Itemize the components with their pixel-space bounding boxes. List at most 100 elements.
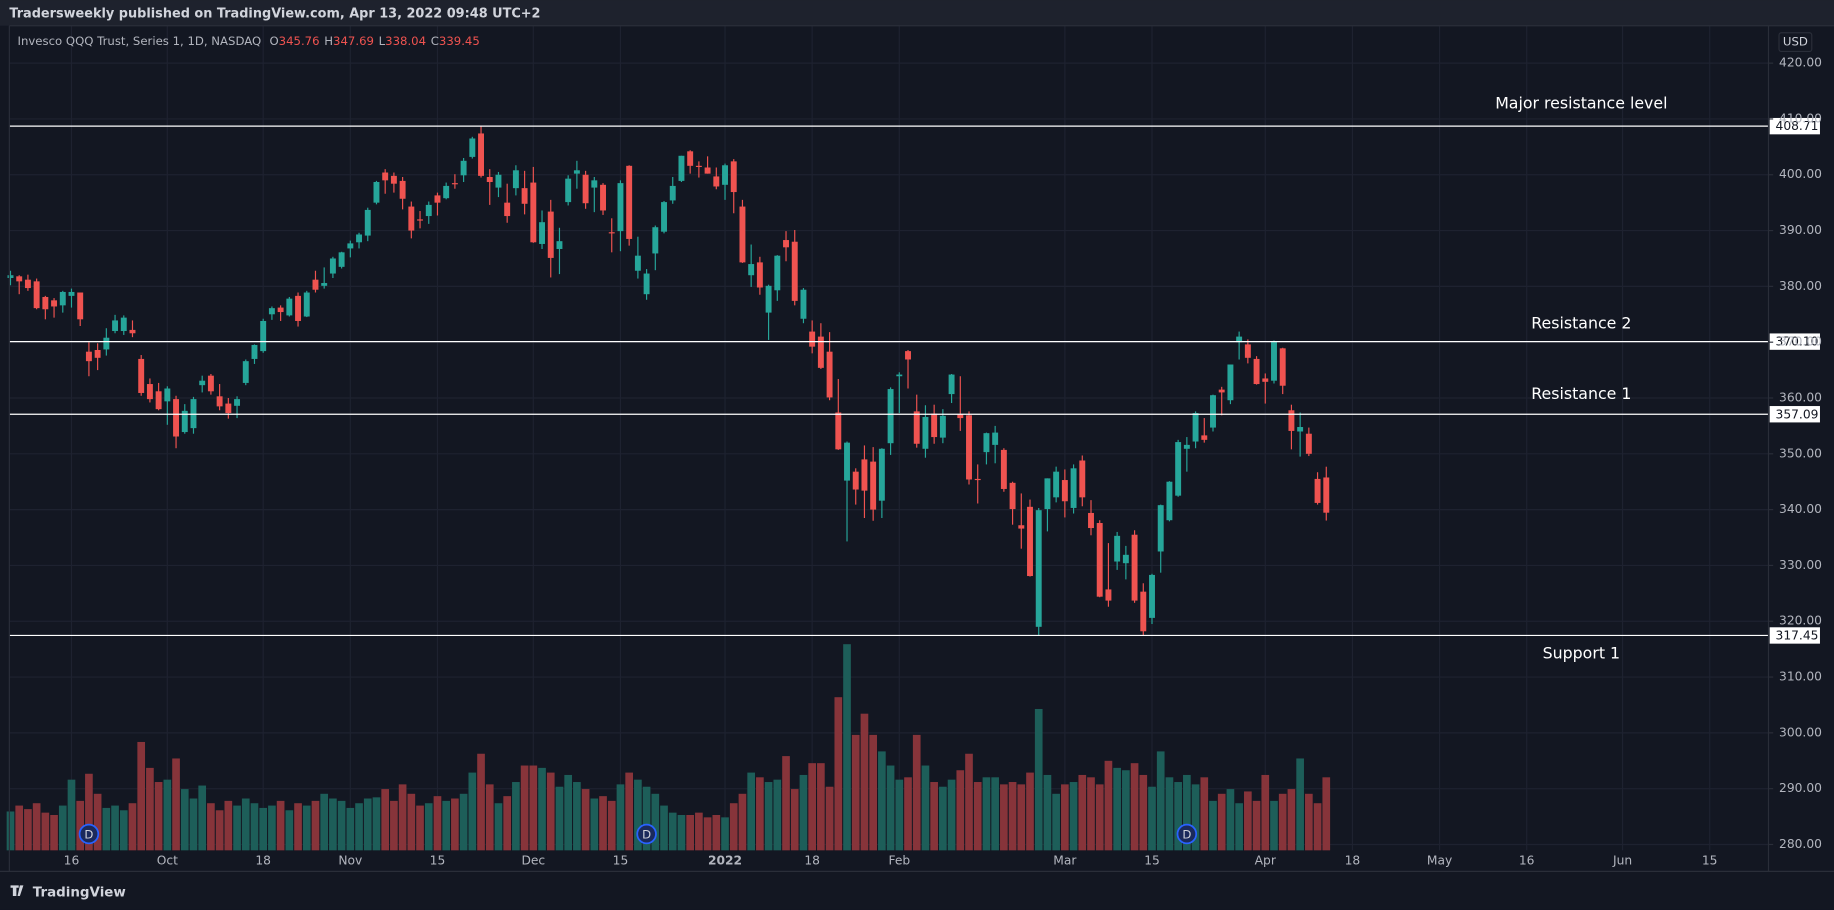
- volume-bar: [1122, 770, 1130, 851]
- candle-body: [443, 185, 450, 199]
- x-tick-label: 15: [613, 853, 629, 867]
- candle-body: [312, 279, 319, 290]
- candle-body: [878, 448, 885, 501]
- candle-body: [77, 292, 84, 320]
- candle-body: [373, 182, 380, 203]
- volume-bar: [738, 793, 747, 851]
- ohlc-key: O: [269, 33, 278, 47]
- candle-body: [478, 133, 484, 176]
- volume-bar: [782, 756, 790, 851]
- candle-body: [765, 285, 772, 313]
- volume-bar: [1095, 784, 1104, 851]
- volume-bar: [259, 807, 268, 851]
- candle-body: [939, 415, 946, 438]
- level-price-box: [1769, 117, 1820, 135]
- candle-body: [1210, 395, 1216, 428]
- candle-body: [469, 138, 476, 157]
- candle-body: [408, 206, 415, 231]
- volume-bar: [1087, 777, 1095, 851]
- volume-bar: [102, 807, 111, 851]
- volume-bar: [764, 782, 773, 851]
- candle-body: [626, 165, 633, 239]
- candle-body: [417, 219, 424, 221]
- candle-body: [1175, 442, 1182, 496]
- legend: Invesco QQQ Trust, Series 1, 1D, NASDAQ O…: [18, 33, 480, 47]
- volume-bar: [1322, 777, 1331, 851]
- candle-body: [146, 384, 153, 400]
- volume-bar: [329, 798, 337, 851]
- volume-bar: [503, 796, 512, 851]
- candle-body: [1053, 471, 1060, 498]
- candle-body: [913, 411, 920, 444]
- candle-body: [992, 432, 999, 445]
- y-tick-label: 400.00: [1779, 167, 1822, 181]
- y-tick-label: 310.00: [1779, 670, 1822, 684]
- volume-bar: [32, 803, 41, 851]
- volume-bar: [668, 812, 677, 851]
- volume-bar: [477, 753, 485, 851]
- volume-bar: [1305, 793, 1313, 851]
- volume-bar: [555, 786, 564, 851]
- volume-bar: [616, 784, 625, 851]
- volume-bar: [442, 800, 451, 851]
- volume-bar: [241, 798, 250, 851]
- y-tick-label: 280.00: [1779, 837, 1822, 851]
- volume-bar: [119, 810, 128, 851]
- level-price: 370.10: [1776, 335, 1819, 349]
- volume-bar: [1061, 784, 1069, 851]
- candle-body: [286, 298, 293, 316]
- volume-bar: [825, 786, 834, 851]
- volume-bar: [1026, 772, 1034, 851]
- volume-bar: [1165, 777, 1174, 851]
- volume-bar: [721, 817, 729, 851]
- volume-bar: [851, 734, 860, 851]
- volume-bar: [1148, 786, 1156, 851]
- volume-bar: [677, 814, 686, 851]
- candle-body: [329, 258, 336, 274]
- candle-body: [852, 471, 859, 490]
- currency: USD: [1783, 35, 1808, 49]
- volume-bar: [712, 814, 721, 851]
- dividend-marker: [1176, 823, 1198, 845]
- candle-body: [800, 289, 807, 319]
- candle-body: [1149, 574, 1155, 618]
- volume-bar: [808, 763, 816, 851]
- candle-body: [774, 255, 781, 291]
- x-tick-label: 16: [1519, 853, 1535, 867]
- candle-body: [687, 151, 694, 166]
- volume-bar: [285, 810, 294, 851]
- volume-bar: [398, 784, 407, 851]
- candle-body: [85, 351, 92, 362]
- candle-body: [7, 275, 14, 279]
- volume-bar: [250, 803, 259, 851]
- level-price-box: [1769, 627, 1820, 644]
- volume-bar: [843, 644, 851, 851]
- published-note: Tradersweekly published on TradingView.c…: [9, 7, 540, 22]
- volume-bar: [320, 793, 329, 851]
- volume-bar: [817, 763, 825, 851]
- candle-body: [242, 361, 249, 383]
- volume-bar: [15, 805, 24, 851]
- volume-bar: [93, 793, 102, 851]
- volume-bar: [468, 772, 477, 851]
- volume-bar: [416, 805, 424, 851]
- y-tick-label: 340.00: [1779, 502, 1822, 516]
- candle-body: [1079, 460, 1086, 498]
- volume-bar: [1191, 784, 1200, 851]
- candle-body: [207, 375, 214, 392]
- candle-body: [338, 252, 345, 267]
- volume-bar: [1043, 774, 1052, 851]
- candle-body: [1297, 427, 1304, 432]
- volume-bar: [529, 765, 538, 851]
- candle-body: [1218, 389, 1225, 393]
- candle-body: [817, 336, 824, 368]
- volume-bar: [1244, 791, 1252, 851]
- x-tick-label: Dec: [521, 853, 545, 867]
- candle-body: [948, 374, 955, 395]
- candle-body: [809, 331, 816, 347]
- candle-body: [94, 349, 101, 358]
- ohlc-value: 345.76: [279, 33, 320, 47]
- x-tick-label: 18: [804, 853, 820, 867]
- candle-body: [190, 399, 197, 429]
- candle-body: [112, 320, 119, 332]
